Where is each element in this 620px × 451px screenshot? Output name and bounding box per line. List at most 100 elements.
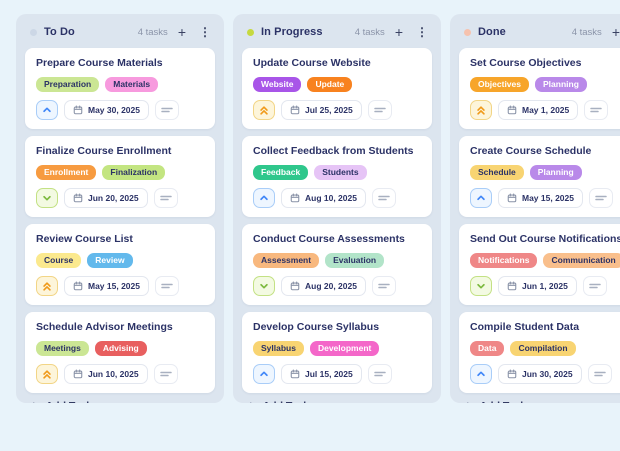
- due-date-chip: Aug 10, 2025: [281, 188, 366, 208]
- plus-icon: +: [464, 398, 472, 403]
- priority-icon: [36, 188, 58, 208]
- column-status-dot: [247, 28, 254, 36]
- card-meta: Aug 20, 2025: [253, 276, 421, 296]
- card-title: Create Course Schedule: [470, 145, 592, 157]
- tag: Website: [253, 77, 302, 92]
- task-card[interactable]: Review Course List Course Review May 15,…: [25, 224, 215, 305]
- calendar-icon: [290, 105, 300, 115]
- calendar-icon: [507, 281, 517, 291]
- kebab-icon: ⋮: [416, 25, 428, 39]
- calendar-icon: [507, 193, 517, 203]
- column-header: In Progress 4 tasks + ⋮: [233, 14, 441, 47]
- task-card[interactable]: Collect Feedback from Students Feedback …: [242, 136, 432, 217]
- due-date-chip: May 1, 2025: [498, 100, 579, 120]
- notes-icon: [587, 364, 612, 384]
- card-meta: Jun 10, 2025: [36, 364, 204, 384]
- card-meta: Aug 10, 2025: [253, 188, 421, 208]
- due-date-label: Jul 25, 2025: [305, 105, 353, 115]
- card-title: Compile Student Data: [470, 321, 580, 333]
- due-date-chip: Jun 10, 2025: [64, 364, 148, 384]
- calendar-icon: [73, 369, 83, 379]
- column-status-dot: [30, 28, 37, 36]
- card-title: Send Out Course Notifications: [470, 233, 620, 245]
- card-title: Develop Course Syllabus: [253, 321, 380, 333]
- task-card[interactable]: Update Course Website Website Update Jul…: [242, 48, 432, 129]
- tag: Advising: [94, 341, 147, 356]
- column-header: Done 4 tasks + ⋮: [450, 14, 620, 47]
- card-meta: Jul 25, 2025: [253, 100, 421, 120]
- notes-icon: [371, 276, 396, 296]
- priority-icon: [253, 188, 275, 208]
- tag-row: Preparation Materials: [36, 77, 204, 92]
- notes-icon: [367, 100, 392, 120]
- card-list: Prepare Course Materials Preparation Mat…: [16, 47, 224, 393]
- plus-icon: +: [394, 24, 403, 40]
- tag-row: Meetings Advising: [36, 341, 204, 356]
- notes-icon: [154, 100, 179, 120]
- tag-row: Data Compilation: [470, 341, 620, 356]
- add-task-button[interactable]: + Add Task: [450, 393, 620, 403]
- tag: Notifications: [470, 253, 538, 268]
- task-card[interactable]: Finalize Course Enrollment Enrollment Fi…: [25, 136, 215, 217]
- column-title: To Do: [44, 26, 75, 38]
- due-date-label: Jul 15, 2025: [305, 369, 353, 379]
- priority-icon: [253, 364, 275, 384]
- card-meta: May 15, 2025: [36, 276, 204, 296]
- tag-row: Schedule Planning: [470, 165, 620, 180]
- task-card[interactable]: Schedule Advisor Meetings Meetings Advis…: [25, 312, 215, 393]
- calendar-icon: [290, 281, 300, 291]
- add-card-icon[interactable]: +: [175, 25, 189, 39]
- task-card[interactable]: Create Course Schedule Schedule Planning…: [459, 136, 620, 217]
- priority-icon: [253, 100, 275, 120]
- add-task-button[interactable]: + Add Task: [233, 393, 441, 403]
- calendar-icon: [507, 105, 517, 115]
- calendar-icon: [73, 105, 83, 115]
- task-card[interactable]: Send Out Course Notifications Notificati…: [459, 224, 620, 305]
- card-title: Set Course Objectives: [470, 57, 582, 69]
- calendar-icon: [507, 369, 517, 379]
- priority-icon: [470, 276, 492, 296]
- column-status-dot: [464, 28, 471, 36]
- tag-row: Enrollment Finalization: [36, 165, 204, 180]
- card-title: Review Course List: [36, 233, 133, 245]
- calendar-icon: [73, 193, 83, 203]
- task-card[interactable]: Prepare Course Materials Preparation Mat…: [25, 48, 215, 129]
- tag: Communication: [543, 253, 620, 268]
- calendar-icon: [290, 193, 300, 203]
- kanban-board: To Do 4 tasks + ⋮ Prepare Course Materia…: [16, 14, 620, 403]
- column-header: To Do 4 tasks + ⋮: [16, 14, 224, 47]
- due-date-chip: Aug 20, 2025: [281, 276, 366, 296]
- tag: Students: [314, 165, 367, 180]
- due-date-label: May 15, 2025: [88, 281, 140, 291]
- due-date-chip: May 30, 2025: [64, 100, 149, 120]
- priority-icon: [470, 188, 492, 208]
- priority-icon: [253, 276, 275, 296]
- tag-row: Course Review: [36, 253, 204, 268]
- column-menu-icon[interactable]: ⋮: [196, 26, 214, 38]
- tag: Feedback: [253, 165, 309, 180]
- tag-row: Feedback Students: [253, 165, 421, 180]
- plus-icon: +: [30, 398, 38, 403]
- add-card-icon[interactable]: +: [609, 25, 620, 39]
- due-date-chip: Jul 15, 2025: [281, 364, 362, 384]
- priority-icon: [36, 276, 58, 296]
- task-card[interactable]: Conduct Course Assessments Assessment Ev…: [242, 224, 432, 305]
- add-task-label: Add Task: [480, 400, 526, 404]
- notes-icon: [154, 276, 179, 296]
- plus-icon: +: [177, 24, 186, 40]
- tag: Update: [307, 77, 353, 92]
- card-list: Update Course Website Website Update Jul…: [233, 47, 441, 393]
- task-card[interactable]: Compile Student Data Data Compilation Ju…: [459, 312, 620, 393]
- task-count: 4 tasks: [571, 26, 602, 38]
- due-date-chip: Jun 30, 2025: [498, 364, 582, 384]
- task-card[interactable]: Develop Course Syllabus Syllabus Develop…: [242, 312, 432, 393]
- notes-icon: [584, 100, 609, 120]
- task-card[interactable]: Set Course Objectives Objectives Plannin…: [459, 48, 620, 129]
- card-title: Finalize Course Enrollment: [36, 145, 172, 157]
- tag-row: Website Update: [253, 77, 421, 92]
- column-menu-icon[interactable]: ⋮: [413, 26, 431, 38]
- tag: Materials: [105, 77, 159, 92]
- add-task-button[interactable]: + Add Task: [16, 393, 224, 403]
- tag: Finalization: [102, 165, 166, 180]
- add-card-icon[interactable]: +: [392, 25, 406, 39]
